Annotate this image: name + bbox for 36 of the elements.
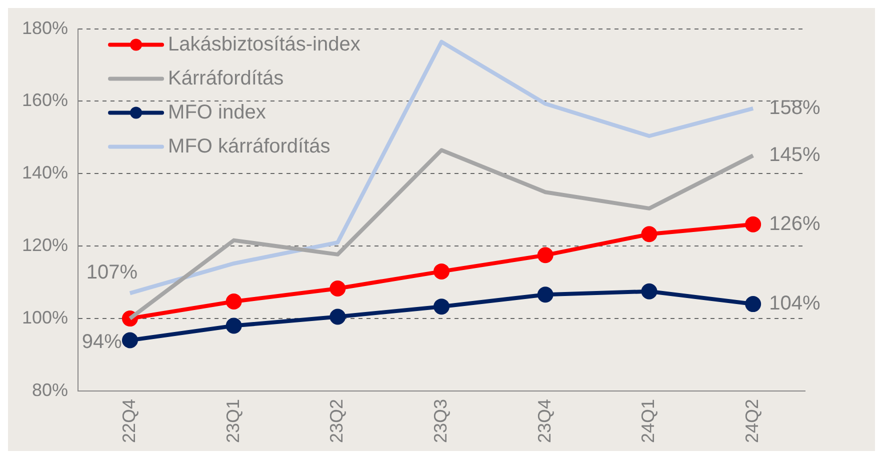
point [537, 286, 554, 303]
legend-label: MFO index [168, 101, 266, 124]
point [330, 308, 346, 325]
y-tick-label: 80% [32, 380, 68, 400]
y-tick-label: 160% [22, 90, 68, 110]
data-label: 104% [769, 292, 820, 315]
point [537, 247, 554, 264]
point [641, 226, 658, 242]
x-tick-label: 23Q1 [222, 398, 243, 444]
point [641, 283, 658, 300]
data-label: 107% [86, 262, 138, 284]
data-label: 94% [82, 330, 122, 353]
y-tick-label: 120% [22, 235, 68, 256]
y-tick-label: 140% [22, 162, 68, 183]
point [330, 280, 346, 296]
data-label: 126% [769, 212, 820, 235]
point [226, 318, 242, 334]
data-label: 158% [769, 96, 820, 119]
legend-label: MFO kárráfordítás [168, 135, 330, 158]
x-tick-label: 23Q2 [326, 398, 347, 444]
x-tick-label: 23Q3 [430, 398, 450, 444]
point [226, 294, 242, 310]
x-tick-label: 23Q4 [534, 398, 554, 444]
point [434, 298, 450, 315]
point [434, 263, 450, 280]
legend-label: Kárráfordítás [168, 67, 284, 90]
x-tick-label: 24Q1 [638, 398, 658, 444]
x-tick-label: 24Q2 [742, 398, 762, 444]
point [745, 296, 762, 312]
legend-label: Lakásbiztosítás-index [168, 33, 360, 56]
point [745, 216, 762, 232]
y-tick-label: 100% [22, 308, 68, 328]
data-label: 145% [769, 144, 820, 166]
x-tick-label: 22Q4 [118, 398, 139, 444]
point [122, 332, 138, 348]
y-tick-label: 180% [22, 18, 68, 38]
